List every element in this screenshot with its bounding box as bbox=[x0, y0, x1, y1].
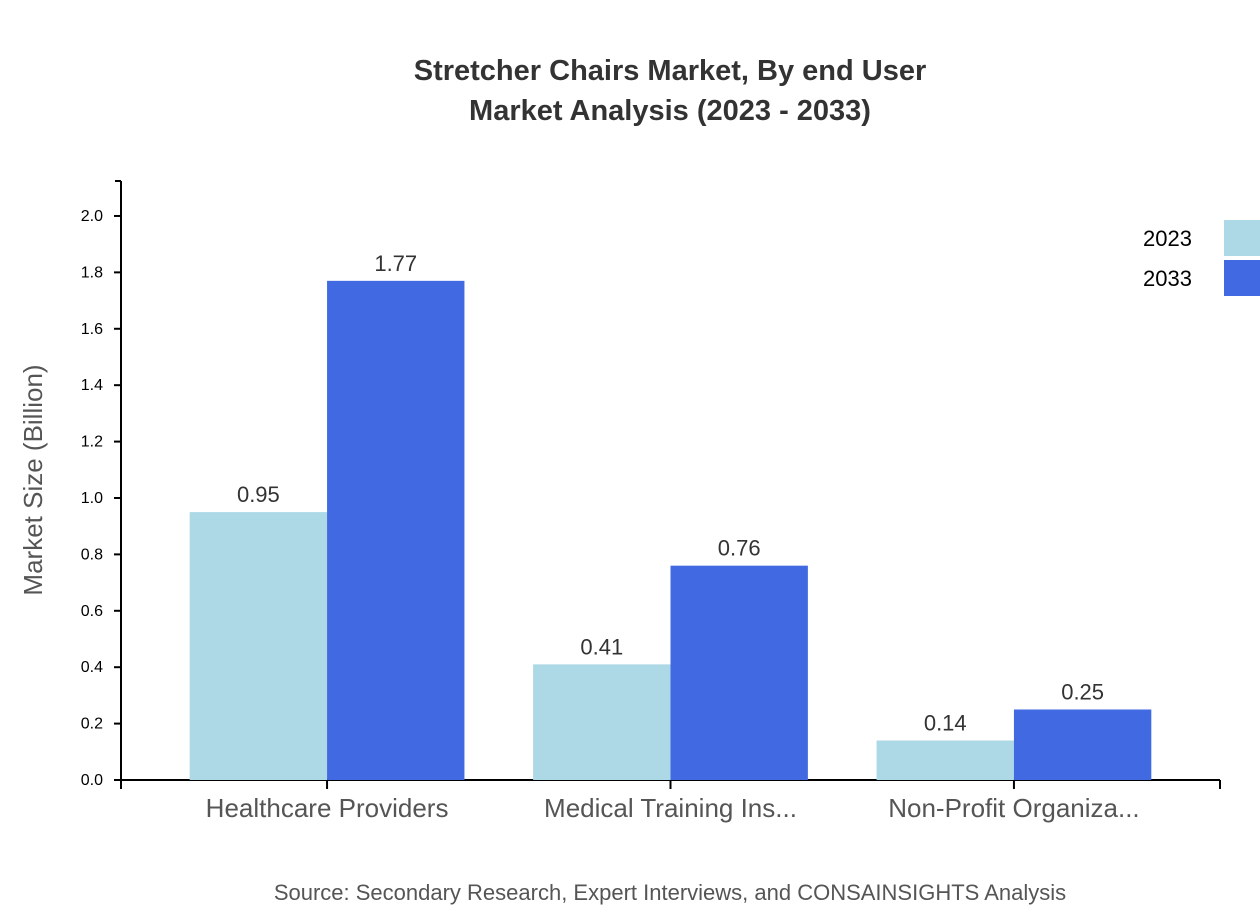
value-label: 0.95 bbox=[237, 482, 280, 507]
y-tick-label: 1.4 bbox=[81, 377, 103, 394]
bar bbox=[1013, 709, 1152, 780]
value-label: 0.25 bbox=[1061, 679, 1104, 704]
value-label: 0.14 bbox=[924, 711, 967, 736]
legend-label: 2033 bbox=[1143, 266, 1192, 291]
y-tick-label: 0.0 bbox=[81, 772, 103, 789]
bar bbox=[876, 740, 1014, 780]
legend-swatch bbox=[1224, 220, 1260, 256]
y-tick-label: 0.8 bbox=[81, 546, 103, 563]
y-tick-label: 0.2 bbox=[81, 716, 103, 733]
y-tick-label: 1.2 bbox=[81, 434, 103, 451]
y-tick-label: 1.0 bbox=[81, 490, 103, 507]
chart-subtitle: Market Analysis (2023 - 2033) bbox=[469, 95, 871, 127]
bar bbox=[189, 512, 328, 780]
y-tick-label: 1.6 bbox=[81, 321, 103, 338]
bar bbox=[327, 280, 465, 780]
bar bbox=[533, 664, 671, 780]
x-tick-label: Non-Profit Organiza... bbox=[888, 793, 1139, 823]
legend-label: 2023 bbox=[1143, 226, 1192, 251]
bar bbox=[670, 565, 808, 780]
y-tick-label: 1.8 bbox=[81, 264, 103, 281]
source-note: Source: Secondary Research, Expert Inter… bbox=[274, 880, 1066, 905]
y-axis-label: Market Size (Billion) bbox=[18, 364, 48, 595]
y-tick-label: 0.6 bbox=[81, 603, 103, 620]
value-label: 0.76 bbox=[718, 536, 761, 561]
x-tick-label: Medical Training Ins... bbox=[544, 793, 797, 823]
value-label: 0.41 bbox=[580, 634, 623, 659]
x-tick-label: Healthcare Providers bbox=[206, 793, 449, 823]
chart-title: Stretcher Chairs Market, By end User bbox=[414, 55, 927, 87]
legend-swatch bbox=[1224, 260, 1260, 296]
value-label: 1.77 bbox=[374, 251, 417, 276]
y-tick-label: 2.0 bbox=[81, 208, 103, 225]
y-tick-label: 0.4 bbox=[81, 659, 103, 676]
